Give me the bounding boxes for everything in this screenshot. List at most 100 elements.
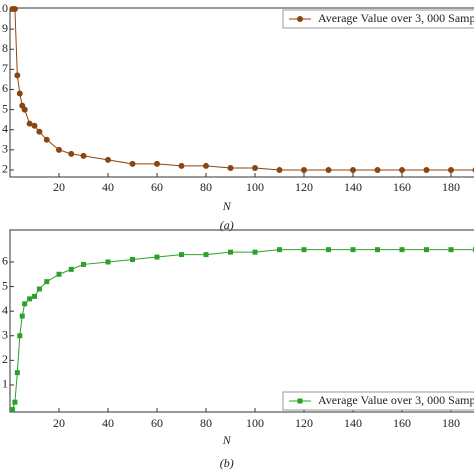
x-axis-label: N	[222, 199, 232, 213]
y-tick-label: 9	[2, 21, 8, 35]
point	[56, 271, 62, 277]
legend-box	[282, 9, 474, 29]
point	[423, 166, 430, 173]
y-tick-label: 3	[2, 142, 8, 156]
y-tick-label: 2	[2, 162, 8, 176]
x-tick-label: 180	[442, 180, 460, 194]
x-tick-label: 20	[53, 416, 65, 430]
x-tick-label: 80	[200, 180, 212, 194]
x-tick-label: 20	[53, 180, 65, 194]
x-axis-label: N	[222, 433, 232, 447]
point	[154, 254, 160, 260]
point	[21, 106, 28, 113]
x-tick-label: 60	[151, 180, 163, 194]
plot-frame	[9, 7, 474, 178]
point	[11, 6, 18, 13]
point	[350, 166, 356, 173]
point	[399, 166, 405, 173]
x-tick-label: 160	[393, 180, 411, 194]
x-tick-label: 60	[151, 416, 163, 430]
point	[252, 164, 258, 171]
point	[68, 150, 75, 157]
x-tick-label: 40	[102, 416, 114, 430]
point	[277, 247, 282, 253]
x-tick-label: 140	[344, 416, 362, 430]
point	[105, 156, 111, 163]
point	[22, 301, 28, 307]
y-tick-label: 6	[2, 81, 8, 95]
legend-label: Average Value over 3, 000 Sampling T	[318, 11, 474, 25]
legend-marker	[297, 398, 303, 404]
point	[80, 152, 87, 159]
x-tick-label: 100	[246, 180, 264, 194]
x-tick-label: 180	[442, 416, 460, 430]
point	[17, 333, 23, 339]
x-tick-label: 100	[246, 416, 264, 430]
point	[448, 247, 454, 253]
point	[43, 136, 50, 143]
y-tick-label: 10	[0, 1, 8, 15]
point	[19, 313, 25, 319]
point	[203, 162, 209, 169]
caption: (a)	[220, 218, 234, 232]
point	[448, 166, 454, 173]
point	[227, 164, 234, 171]
point	[325, 166, 332, 173]
point	[301, 166, 307, 173]
point	[68, 266, 74, 272]
point	[178, 162, 185, 169]
legend-marker	[297, 16, 303, 22]
y-tick-label: 6	[2, 254, 8, 268]
plot-frame	[9, 229, 474, 413]
y-tick-label: 5	[2, 101, 8, 115]
legend-box	[282, 391, 474, 411]
y-tick-label: 4	[2, 303, 8, 317]
x-tick-label: 120	[295, 416, 313, 430]
point	[44, 279, 50, 285]
point	[27, 296, 33, 302]
point	[301, 247, 307, 253]
y-tick-label: 8	[2, 41, 8, 55]
y-tick-label: 4	[2, 121, 8, 135]
y-tick-label: 3	[2, 328, 8, 342]
point	[36, 128, 43, 135]
point	[32, 293, 37, 299]
point	[14, 72, 21, 79]
x-tick-label: 80	[200, 416, 212, 430]
point	[276, 166, 283, 173]
point	[350, 247, 356, 253]
point	[129, 160, 136, 167]
x-tick-label: 120	[295, 180, 313, 194]
point	[56, 146, 62, 153]
point	[399, 247, 405, 253]
point	[424, 247, 429, 253]
average-line	[11, 249, 474, 410]
point	[26, 120, 33, 127]
x-tick-label: 40	[102, 180, 114, 194]
legend-label: Average Value over 3, 000 Sampling T	[318, 393, 474, 407]
average-line	[12, 8, 474, 171]
point	[326, 247, 331, 253]
x-tick-label: 160	[393, 416, 411, 430]
point	[375, 247, 380, 253]
point	[130, 257, 135, 263]
x-tick-label: 140	[344, 180, 362, 194]
point	[9, 407, 15, 413]
point	[36, 286, 42, 292]
point	[31, 122, 38, 129]
point	[154, 160, 160, 167]
y-tick-label: 5	[2, 278, 8, 292]
point	[105, 259, 111, 265]
y-tick-label: 1	[2, 377, 8, 391]
caption: (b)	[220, 456, 234, 470]
point	[14, 370, 20, 376]
point	[228, 249, 233, 255]
point	[374, 166, 381, 173]
y-tick-label: 7	[2, 61, 8, 75]
point	[16, 90, 23, 97]
point	[12, 399, 18, 405]
point	[252, 249, 258, 255]
point	[179, 252, 184, 258]
point	[203, 252, 209, 258]
